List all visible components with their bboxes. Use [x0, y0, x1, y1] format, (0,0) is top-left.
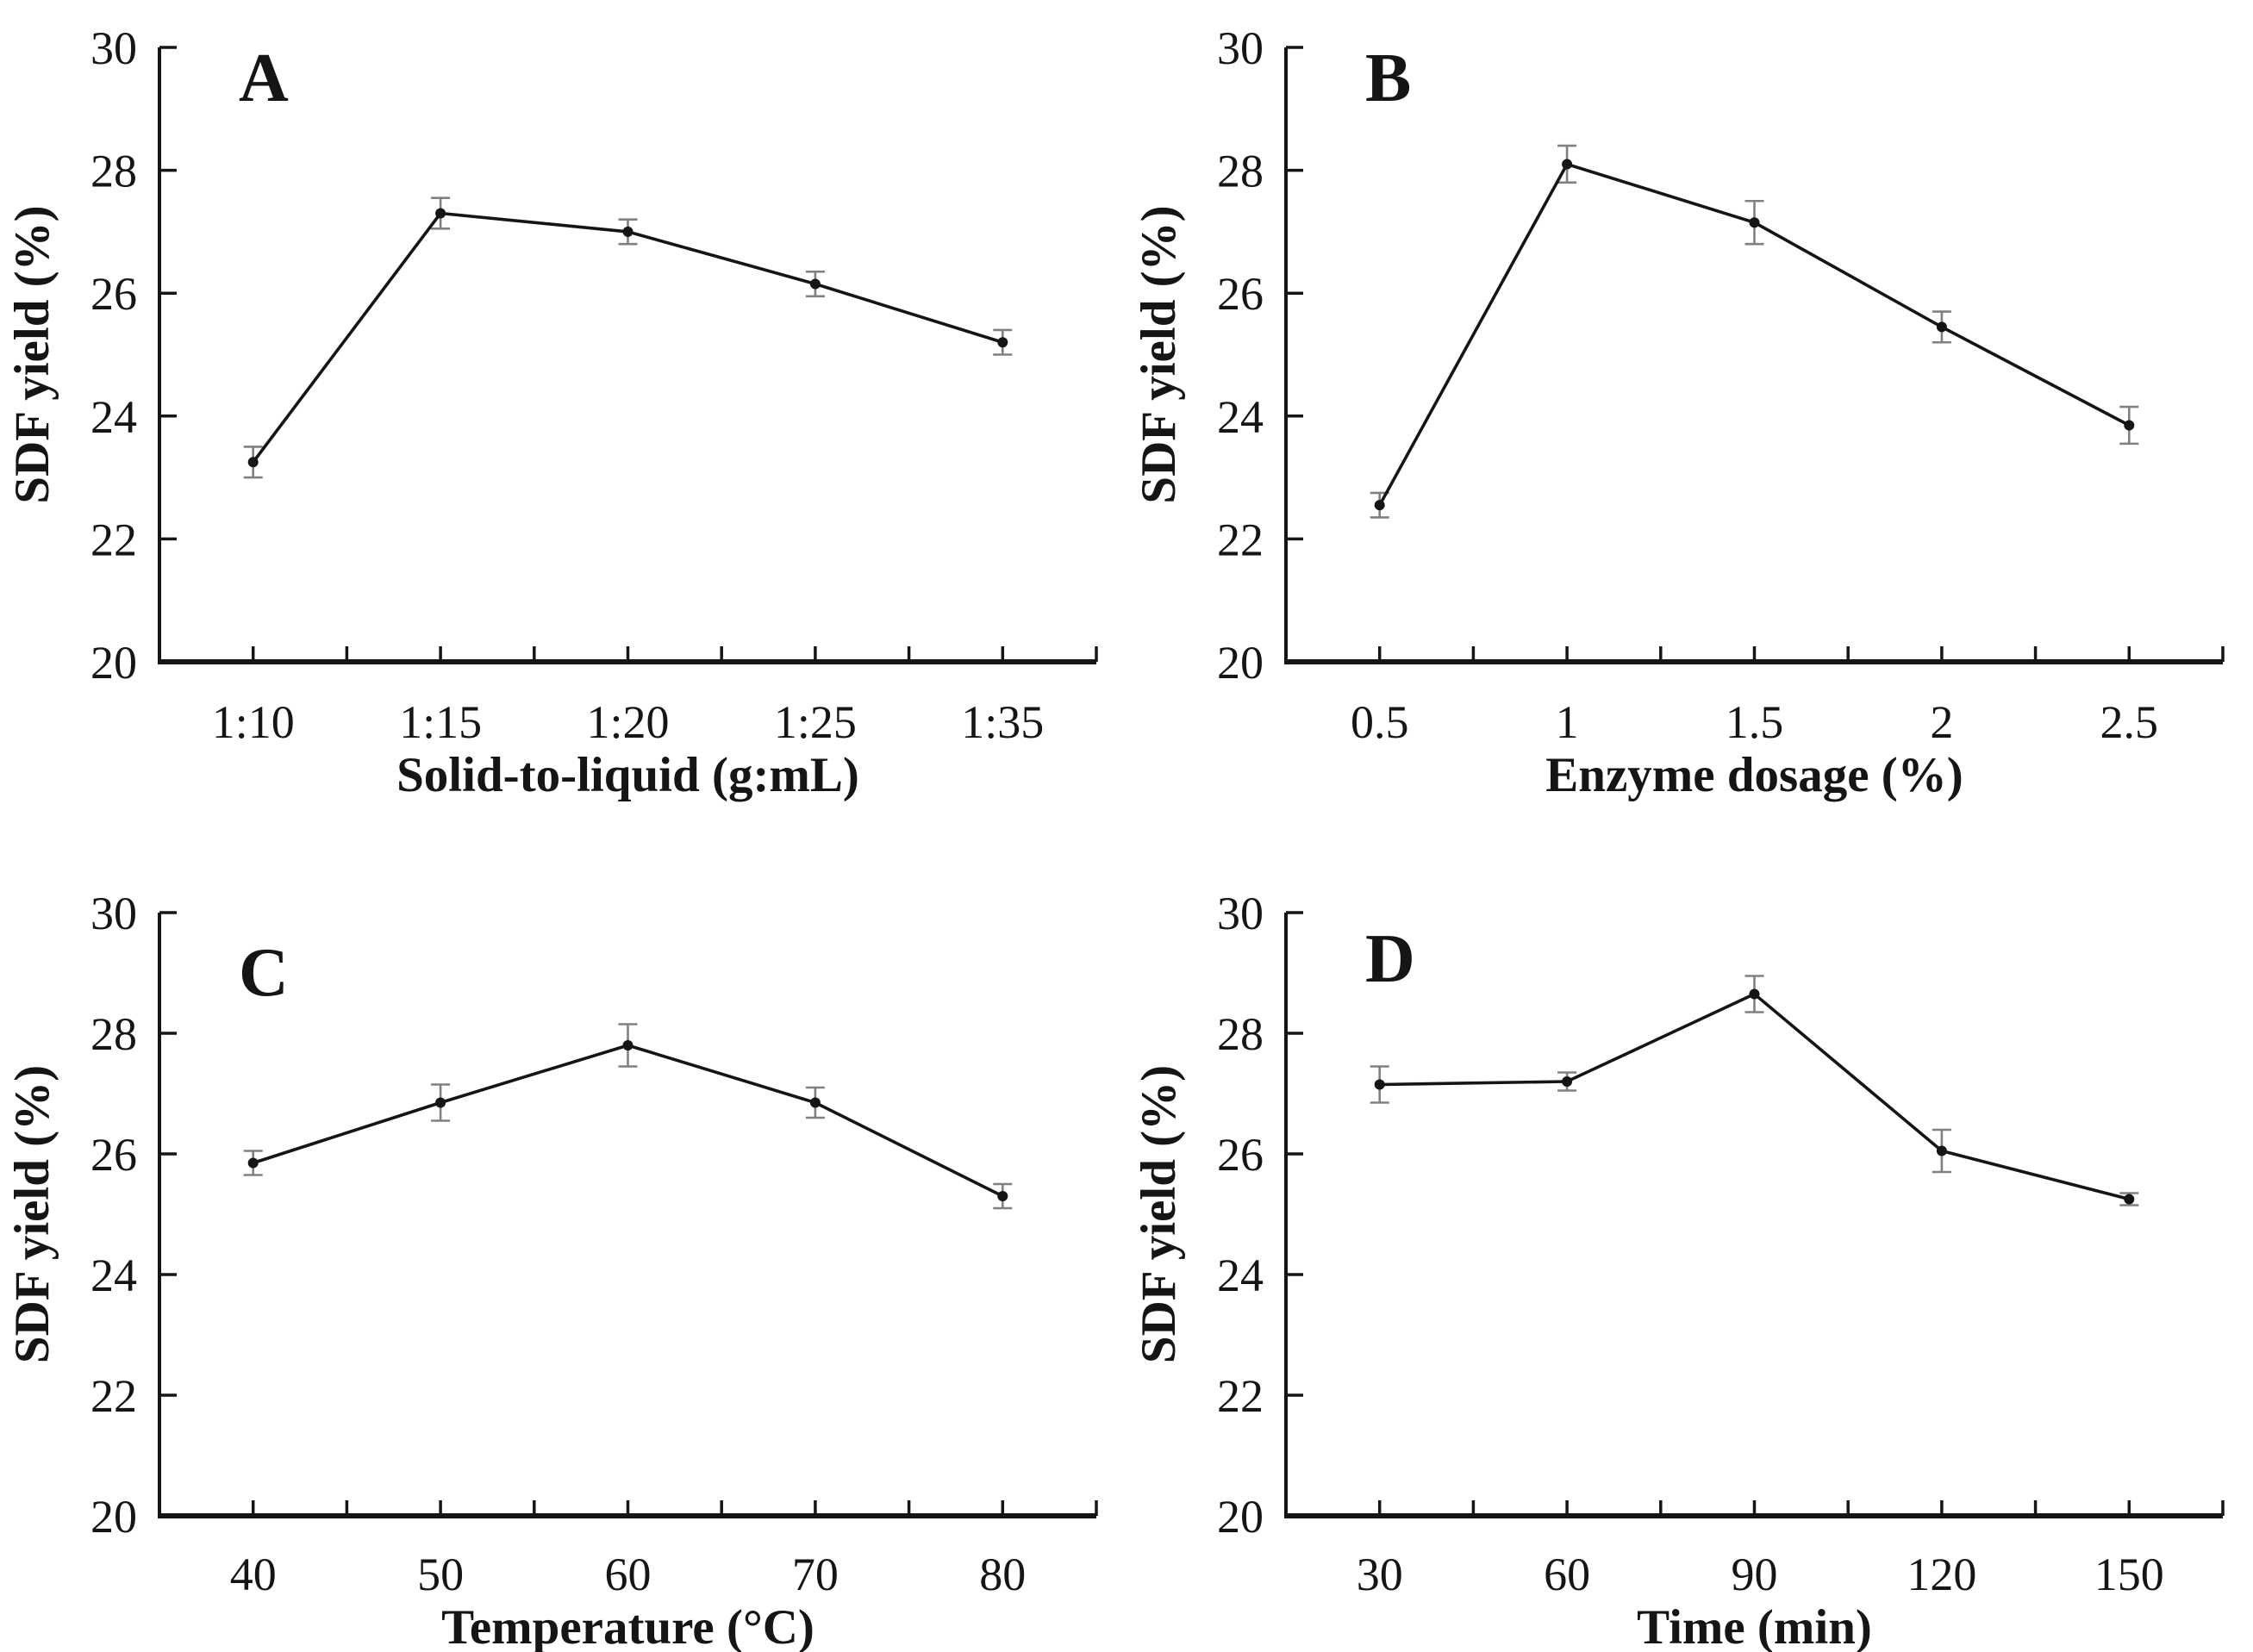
panel-letter: D	[1365, 921, 1415, 997]
x-axis-title: Time (min)	[1637, 1600, 1872, 1652]
panel-c: 20 22 24 26 28 30 40 50 60 70 80 Temperature (°C) SD…	[0, 826, 1126, 1652]
panel-c-chart: 20 22 24 26 28 30 40 50 60 70 80 Temperature (°C) SD…	[5, 888, 1098, 1652]
x-tick-label: 0.5	[1351, 696, 1409, 748]
series-line	[253, 1044, 1004, 1198]
x-axis-title: Temperature (°C)	[441, 1600, 814, 1652]
panel-letter: C	[239, 935, 289, 1011]
x-tick-label: 60	[1544, 1549, 1590, 1600]
y-tick-label: 20	[90, 637, 137, 689]
y-axis-title: SDF yield (%)	[5, 1065, 59, 1363]
y-tick-label: 26	[1217, 1129, 1264, 1181]
panel-b-chart: 20 22 24 26 28 30 0.5 1 1.5 2 2.5 Enzyme dosage (%)…	[1132, 22, 2225, 802]
y-axis-title: SDF yield (%)	[1132, 205, 1186, 503]
y-tick-label: 28	[90, 1008, 137, 1060]
series-line	[252, 211, 1003, 464]
data-point-marker	[1749, 217, 1760, 228]
y-axis-title: SDF yield (%)	[5, 205, 59, 503]
y-tick-label: 22	[90, 514, 137, 565]
x-tick-label: 1:10	[212, 696, 295, 748]
data-point-marker	[2124, 420, 2135, 431]
data-point-marker	[997, 337, 1008, 348]
series-line	[1379, 992, 2130, 1201]
x-tick-label: 30	[1357, 1549, 1403, 1600]
x-tick-label: 1:35	[961, 696, 1044, 748]
x-tick-label: 1:15	[399, 696, 482, 748]
y-tick-label: 24	[1217, 391, 1264, 443]
x-tick-label: 80	[979, 1549, 1026, 1600]
x-tick-label: 2	[1930, 696, 1953, 748]
data-point-marker	[247, 457, 259, 468]
x-tick-label: 40	[230, 1549, 277, 1600]
y-tick-label: 30	[90, 22, 137, 74]
x-axis-title: Solid-to-liquid (g:mL)	[396, 748, 859, 802]
y-tick-label: 28	[1217, 1008, 1264, 1060]
data-point-marker	[435, 208, 446, 219]
data-point-marker	[1749, 988, 1760, 1000]
x-tick-label: 1:20	[586, 696, 669, 748]
y-tick-label: 26	[90, 268, 137, 320]
panel-letter: A	[239, 41, 289, 116]
panel-b: 20 22 24 26 28 30 0.5 1 1.5 2 2.5 Enzyme dosage (%)…	[1126, 0, 2253, 826]
y-tick-label: 24	[1217, 1250, 1264, 1301]
y-tick-label: 22	[90, 1370, 137, 1422]
data-point-marker	[622, 1040, 633, 1050]
panel-a: 20 22 24 26 28 30 1:10 1:15 1:20 1:25 1:35 Solid-to…	[0, 0, 1126, 826]
x-tick-label: 70	[792, 1549, 839, 1600]
data-point-marker	[622, 226, 633, 237]
data-point-marker	[247, 1157, 259, 1169]
data-point-marker	[1936, 321, 1947, 333]
data-point-marker	[1562, 1076, 1573, 1087]
data-point-marker	[1562, 159, 1573, 170]
data-point-marker	[1936, 1145, 1947, 1156]
data-point-marker	[997, 1191, 1008, 1201]
y-tick-label: 20	[90, 1491, 137, 1543]
y-tick-label: 30	[1217, 22, 1264, 74]
panel-letter: B	[1365, 41, 1411, 116]
y-tick-label: 26	[90, 1129, 137, 1181]
y-tick-label: 30	[90, 888, 137, 939]
x-tick-label: 90	[1732, 1549, 1778, 1600]
panel-a-chart: 20 22 24 26 28 30 1:10 1:15 1:20 1:25 1:35 Solid-to…	[5, 22, 1098, 802]
y-tick-label: 22	[1217, 514, 1264, 565]
x-tick-label: 150	[2094, 1549, 2164, 1600]
y-tick-label: 20	[1217, 637, 1264, 689]
y-tick-label: 22	[1217, 1370, 1264, 1422]
y-tick-label: 20	[1217, 1491, 1264, 1543]
data-point-marker	[435, 1097, 446, 1108]
data-point-marker	[1374, 1079, 1385, 1090]
panel-d-chart: 20 22 24 26 28 30 30 60 90 120 150 Time (min) SDF yi…	[1132, 888, 2225, 1652]
data-point-marker	[809, 278, 821, 290]
data-point-marker	[809, 1097, 821, 1108]
x-tick-label: 1	[1556, 696, 1579, 748]
data-point-marker	[2124, 1194, 2135, 1205]
y-tick-label: 28	[90, 146, 137, 197]
x-axis-title: Enzyme dosage (%)	[1545, 748, 1963, 802]
x-tick-label: 60	[605, 1549, 652, 1600]
x-tick-label: 1:25	[774, 696, 857, 748]
y-tick-label: 24	[90, 1250, 137, 1301]
y-tick-label: 30	[1217, 888, 1264, 939]
x-tick-label: 1.5	[1726, 696, 1784, 748]
data-point-marker	[1374, 500, 1385, 511]
x-tick-label: 120	[1907, 1549, 1976, 1600]
y-axis-title: SDF yield (%)	[1132, 1065, 1186, 1363]
y-tick-label: 24	[90, 391, 137, 443]
y-tick-label: 28	[1217, 146, 1264, 197]
y-tick-label: 26	[1217, 268, 1264, 320]
panel-d: 20 22 24 26 28 30 30 60 90 120 150 Time (min) SDF yi…	[1126, 826, 2253, 1652]
x-tick-label: 50	[417, 1549, 464, 1600]
x-tick-label: 2.5	[2100, 696, 2159, 748]
